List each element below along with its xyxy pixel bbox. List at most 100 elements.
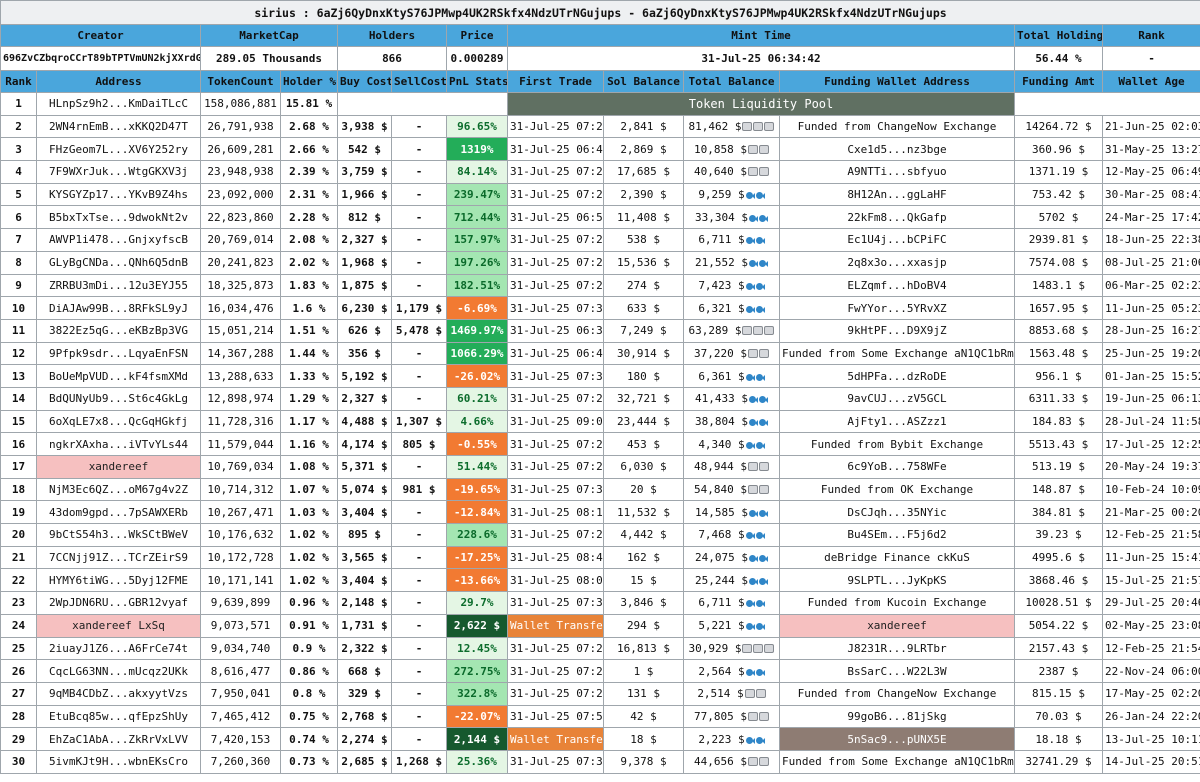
scroll-icon[interactable] [764,326,775,336]
address-cell[interactable]: 7CCNjj91Z...TCrZEirS9 [36,545,201,570]
address-cell[interactable]: 9qMB4CDbZ...akxyytVzs [36,681,201,706]
funding-wallet-cell[interactable]: ELZqmf...hDoBV4 [779,273,1015,298]
address-cell[interactable]: FHzGeom7L...XV6Y252ry [36,137,201,162]
col-pnl[interactable]: PnL Stats [446,70,508,93]
fish-icon[interactable] [758,396,768,404]
scroll-icon[interactable] [747,167,758,177]
funding-wallet-cell[interactable]: Funded from Some Exchange aN1QC1bRmsR [779,749,1015,774]
scroll-icon[interactable] [758,348,769,358]
funding-wallet-cell[interactable]: Funded from ChangeNow Exchange [779,114,1015,139]
fish-icon[interactable] [755,282,765,290]
scroll-icon[interactable] [758,757,769,767]
fish-icon[interactable] [748,555,758,563]
address-cell[interactable]: 7F9WXrJuk...WtgGKXV3j [36,160,201,184]
funding-wallet-cell[interactable]: Bu4SEm...F5j6d2 [779,523,1015,547]
funding-wallet-cell[interactable]: Cxe1d5...nz3bge [779,137,1015,162]
funding-wallet-cell[interactable]: 5nSac9...pUNX5E [779,727,1015,751]
address-cell[interactable]: xandereef LxSq [36,613,201,638]
scroll-icon[interactable] [747,711,758,721]
fish-icon[interactable] [758,577,768,585]
scroll-icon[interactable] [744,689,755,699]
address-cell[interactable]: 5ivmKJt9H...wbnEKsCro [36,749,201,774]
scroll-icon[interactable] [742,122,753,132]
funding-wallet-cell[interactable]: 2q8x3o...xxasjp [779,250,1015,275]
funding-wallet-cell[interactable]: 9kHtPF...D9X9jZ [779,318,1015,343]
address-cell[interactable]: ngkrXAxha...iVTvYLs44 [36,432,201,456]
funding-wallet-cell[interactable]: Funded from Kucoin Exchange [779,591,1015,615]
fish-icon[interactable] [745,282,755,290]
scroll-icon[interactable] [758,144,769,154]
fish-icon[interactable] [755,441,765,449]
funding-wallet-cell[interactable]: Funded from ChangeNow Exchange [779,681,1015,706]
fish-icon[interactable] [758,260,768,268]
address-cell[interactable]: KYSGYZp17...YKvB9Z4hs [36,182,201,207]
address-cell[interactable]: CqcLG63NN...mUcqz2UKk [36,659,201,683]
col-token-count[interactable]: TokenCount [200,70,281,93]
scroll-icon[interactable] [758,462,769,472]
address-cell[interactable]: EtuBcq85w...qfEpzShUy [36,704,201,729]
fish-icon[interactable] [745,736,755,744]
col-address[interactable]: Address [36,70,201,93]
scroll-icon[interactable] [758,485,769,495]
scroll-icon[interactable] [747,348,758,358]
address-cell[interactable]: 9bCtS54h3...WkSCtBWeV [36,523,201,547]
fish-icon[interactable] [748,214,758,222]
funding-wallet-cell[interactable]: Funded from OK Exchange [779,477,1015,502]
funding-wallet-cell[interactable]: A9NTTi...sbfyuo [779,160,1015,184]
funding-wallet-cell[interactable]: Ec1U4j...bCPiFC [779,228,1015,252]
col-funding-amt[interactable]: Funding Amt [1014,70,1103,93]
col-total-balance[interactable]: Total Balance [683,70,780,93]
funding-wallet-cell[interactable]: 22kFm8...QkGafp [779,205,1015,230]
fish-icon[interactable] [758,555,768,563]
fish-icon[interactable] [745,441,755,449]
fish-icon[interactable] [755,532,765,540]
address-cell[interactable]: HYMY6tiWG...5Dyj12FME [36,568,201,593]
funding-wallet-cell[interactable]: 6c9YoB...758WFe [779,455,1015,479]
funding-wallet-cell[interactable]: Funded from Some Exchange aN1QC1bRmsR [779,341,1015,366]
address-cell[interactable]: BdQUNyUb9...St6c4GkLg [36,386,201,411]
funding-wallet-cell[interactable]: deBridge Finance ckKuS [779,545,1015,570]
address-cell[interactable]: DiAJAw99B...8RFkSL9yJ [36,296,201,320]
fish-icon[interactable] [745,532,755,540]
address-cell[interactable]: BoUeMpVUD...kF4fsmXMd [36,364,201,388]
col-wallet-age[interactable]: Wallet Age [1101,70,1200,93]
funding-wallet-cell[interactable]: FwYYor...5YRvXZ [779,296,1015,320]
address-cell[interactable]: 2iuayJ1Z6...A6FrCe74t [36,636,201,661]
fish-icon[interactable] [755,373,765,381]
scroll-icon[interactable] [747,757,758,767]
scroll-icon[interactable] [753,643,764,653]
scroll-icon[interactable] [742,643,753,653]
address-cell[interactable]: 9Pfpk9sdr...LqyaEnFSN [36,341,201,366]
funding-wallet-cell[interactable]: Funded from Bybit Exchange [779,432,1015,456]
scroll-icon[interactable] [758,167,769,177]
address-cell[interactable]: xandereef [36,455,201,479]
scroll-icon[interactable] [742,326,753,336]
scroll-icon[interactable] [764,643,775,653]
funding-wallet-cell[interactable]: BsSarC...W22L3W [779,659,1015,683]
address-cell[interactable]: HLnpSz9h2...KmDaiTLcC [36,92,201,116]
scroll-icon[interactable] [747,485,758,495]
scroll-icon[interactable] [758,711,769,721]
fish-icon[interactable] [748,260,758,268]
fish-icon[interactable] [745,305,755,313]
fish-icon[interactable] [755,668,765,676]
fish-icon[interactable] [755,623,765,631]
fish-icon[interactable] [745,668,755,676]
address-cell[interactable]: 3822Ez5qG...eKBzBp3VG [36,318,201,343]
fish-icon[interactable] [745,192,755,200]
address-cell[interactable]: 2WpJDN6RU...GBR12vyaf [36,591,201,615]
funding-wallet-cell[interactable]: 99goB6...81jSkg [779,704,1015,729]
fish-icon[interactable] [755,237,765,245]
scroll-icon[interactable] [747,462,758,472]
fish-icon[interactable] [745,623,755,631]
fish-icon[interactable] [755,600,765,608]
fish-icon[interactable] [748,418,758,426]
address-cell[interactable]: B5bxTxTse...9dwokNt2v [36,205,201,230]
fish-icon[interactable] [755,736,765,744]
scroll-icon[interactable] [755,689,766,699]
fish-icon[interactable] [758,509,768,517]
funding-wallet-cell[interactable]: 5dHPFa...dzRoDE [779,364,1015,388]
address-cell[interactable]: AWVP1i478...GnjxyfscB [36,228,201,252]
fish-icon[interactable] [758,214,768,222]
fish-icon[interactable] [748,577,758,585]
